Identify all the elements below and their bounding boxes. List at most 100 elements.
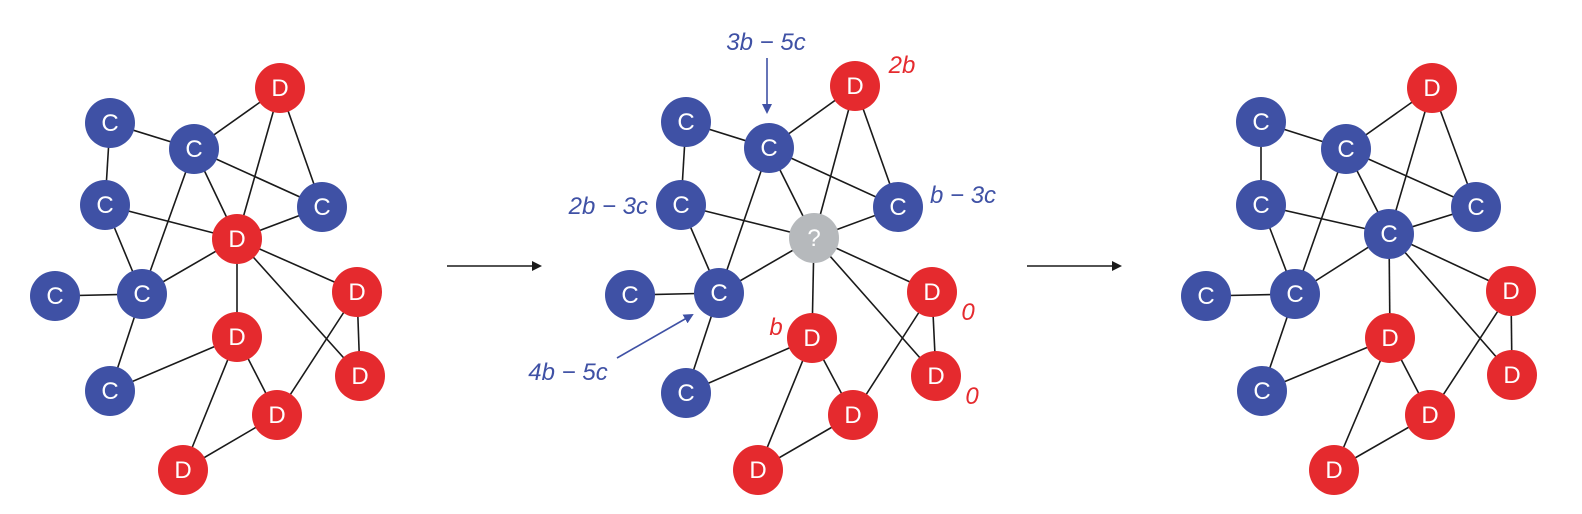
panel-2-node-d_mid-label: D <box>803 325 820 352</box>
panel-2-edge-d_top-center <box>813 85 856 239</box>
panel-3-node-c_bottom-label: C <box>1253 378 1270 405</box>
panel-1-node-c_b-circle <box>80 180 130 230</box>
panel-3-edge-c_hub-c_low <box>1294 148 1347 295</box>
panel-2-node-c_bottom-label: C <box>677 380 694 407</box>
payoff-label-d_top: 2b <box>888 52 916 79</box>
panel-2-node-center-label: ? <box>807 225 820 252</box>
panel-2-node-c_low-label: C <box>710 280 727 307</box>
panel-1-node-d_bot-circle <box>158 445 208 495</box>
panel-1-node-d_r1: D <box>332 267 382 317</box>
panel-3-node-c_a: C <box>1236 97 1286 147</box>
panel-2-node-c_far-label: C <box>621 282 638 309</box>
panel-2-node-c_hub-label: C <box>760 135 777 162</box>
panel-1-node-c_far: C <box>30 271 80 321</box>
panel-2-node-d_r1-label: D <box>923 279 940 306</box>
panel-1-node-d_mid-label: D <box>228 324 245 351</box>
pointer-arrow-low <box>616 314 694 359</box>
panel-3-node-c_far-label: C <box>1197 283 1214 310</box>
panel-2-node-d_top-circle <box>830 61 880 111</box>
panel-3-node-d_r1-circle <box>1486 266 1536 316</box>
panel-1-node-d_bm-circle <box>252 390 302 440</box>
panel-1-node-c_a-label: C <box>101 110 118 137</box>
panel-3-node-c_hub-circle <box>1321 124 1371 174</box>
panel-2-node-d_bot-circle <box>733 445 783 495</box>
panel-3-node-d_mid: D <box>1365 313 1415 363</box>
panel-1-node-c_low-circle <box>117 269 167 319</box>
panel-1-node-c_a: C <box>85 98 135 148</box>
panel-3-node-d_mid-circle <box>1365 313 1415 363</box>
panel-3-edge-d_top-center <box>1388 87 1433 235</box>
panel-3-node-d_bot-circle <box>1309 445 1359 495</box>
panel-3-node-d_r2: D <box>1487 350 1537 400</box>
panel-1-node-center: D <box>212 214 262 264</box>
panel-2-node-d_bm-label: D <box>844 402 861 429</box>
panel-1-node-c_bottom: C <box>85 366 135 416</box>
panel-1-node-c_low: C <box>117 269 167 319</box>
panel-2-node-c_hub: C <box>744 123 794 173</box>
panel-2-edge-center-d_r2 <box>813 237 937 377</box>
panel-3-node-c_low-circle <box>1270 269 1320 319</box>
panel-1-node-c_a-circle <box>85 98 135 148</box>
panel-1-node-d_bot-label: D <box>174 457 191 484</box>
panel-1-node-d_r2-label: D <box>351 363 368 390</box>
payoff-label-c_right: b − 3c <box>930 182 996 209</box>
panel-2-node-d_r1-circle <box>907 267 957 317</box>
payoff-label-c_hub: 3b − 5c <box>726 29 805 56</box>
panel-2-node-c_a-circle <box>661 97 711 147</box>
panel-3-node-d_r1: D <box>1486 266 1536 316</box>
panel-3-node-c_low: C <box>1270 269 1320 319</box>
panel-2-node-d_r2-label: D <box>927 363 944 390</box>
panel-1-node-c_right-circle <box>297 182 347 232</box>
panel-3-node-d_r2-circle <box>1487 350 1537 400</box>
panel-2-node-c_right: C <box>873 182 923 232</box>
panel-2-node-c_bottom-circle <box>661 368 711 418</box>
panel-3-node-d_top: D <box>1407 63 1457 113</box>
panel-2-node-c_a-label: C <box>677 109 694 136</box>
panel-3-node-c_a-label: C <box>1252 109 1269 136</box>
panel-1-node-c_b: C <box>80 180 130 230</box>
panel-3-node-c_bottom-circle <box>1237 366 1287 416</box>
panel-3-node-c_b: C <box>1236 180 1286 230</box>
panel-3-node-c_a-circle <box>1236 97 1286 147</box>
panel-2-node-d_r2-circle <box>911 351 961 401</box>
panel-3-node-c_hub-label: C <box>1337 136 1354 163</box>
panel-2-node-c_far-circle <box>605 270 655 320</box>
panel-1-node-c_far-circle <box>30 271 80 321</box>
panel-3-node-c_right-circle <box>1451 182 1501 232</box>
panel-1-node-c_far-label: C <box>46 283 63 310</box>
panel-3-node-c_low-label: C <box>1286 281 1303 308</box>
panel-1-node-center-circle <box>212 214 262 264</box>
panel-1-node-c_hub-label: C <box>185 136 202 163</box>
panel-2-node-center: ? <box>789 213 839 263</box>
panel-1-node-d_r2: D <box>335 351 385 401</box>
panel-2-node-c_low-circle <box>694 268 744 318</box>
panel-3-edge-center-d_r2 <box>1388 233 1513 376</box>
panel-3-node-d_bm: D <box>1405 390 1455 440</box>
panel-1-node-center-label: D <box>228 226 245 253</box>
panel-2-node-d_bm-circle <box>828 390 878 440</box>
panel-1-node-c_low-label: C <box>133 281 150 308</box>
panel-2-node-d_mid-circle <box>787 313 837 363</box>
panel-3-node-c_bottom: C <box>1237 366 1287 416</box>
panel-2-node-d_top-label: D <box>846 73 863 100</box>
payoff-label-c_low: 4b − 5c <box>528 359 607 386</box>
panel-3-node-d_bm-label: D <box>1421 402 1438 429</box>
panel-3-node-d_mid-label: D <box>1381 325 1398 352</box>
payoff-label-d_mid: b <box>769 314 782 341</box>
panel-3-node-d_top-label: D <box>1423 75 1440 102</box>
panel-2-node-d_mid: D <box>787 313 837 363</box>
panel-1-node-d_r1-label: D <box>348 279 365 306</box>
panel-2-node-c_far: C <box>605 270 655 320</box>
panel-2-node-c_b: C <box>656 180 706 230</box>
panel-3-node-d_bot: D <box>1309 445 1359 495</box>
panel-3-node-c_far-circle <box>1181 271 1231 321</box>
panel-3-node-c_right-label: C <box>1467 194 1484 221</box>
panel-2-node-center-circle <box>789 213 839 263</box>
panel-2-node-c_bottom: C <box>661 368 711 418</box>
panel-2-node-d_r1: D <box>907 267 957 317</box>
panel-2-node-c_b-label: C <box>672 192 689 219</box>
panel-2-node-d_top: D <box>830 61 880 111</box>
panel-3-node-c_right: C <box>1451 182 1501 232</box>
payoff-label-c_b: 2b − 3c <box>568 193 648 220</box>
